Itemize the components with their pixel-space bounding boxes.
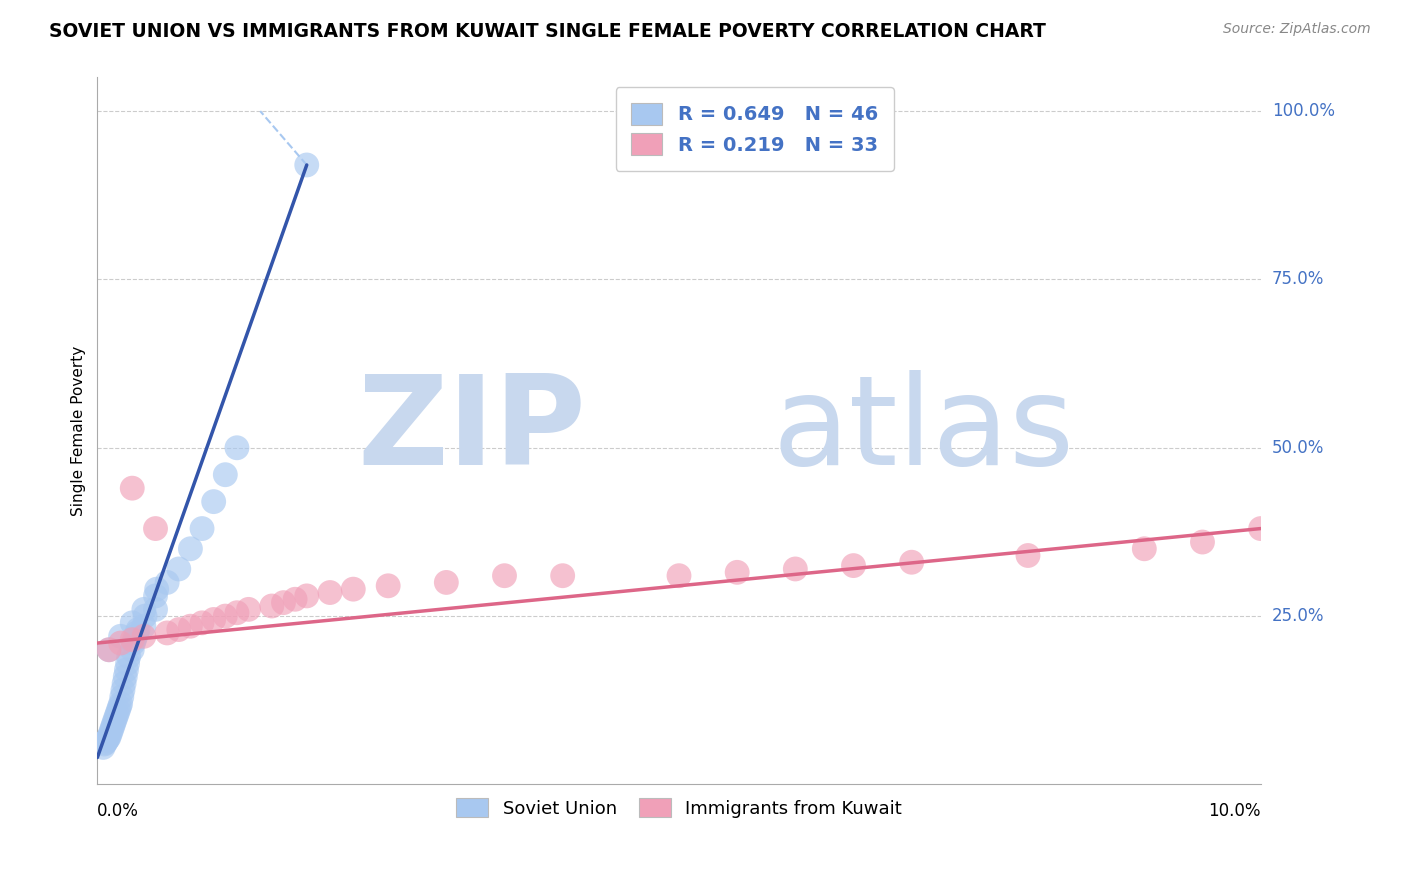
Point [91,740,114,755]
Point [145,582,167,596]
Point [725,566,748,580]
Point [98,731,121,745]
Point [167,623,190,637]
Text: atlas: atlas [772,370,1074,491]
Text: 0.0%: 0.0% [97,802,139,820]
Point [342,582,364,596]
Point [110,636,132,650]
Point [202,612,225,626]
Point [785,562,807,576]
Text: SOVIET UNION VS IMMIGRANTS FROM KUWAIT SINGLE FEMALE POVERTY CORRELATION CHART: SOVIET UNION VS IMMIGRANTS FROM KUWAIT S… [49,22,1046,41]
Point [132,619,155,633]
Point [104,714,127,728]
Point [125,626,148,640]
Point [96,733,118,747]
Point [134,609,156,624]
Point [179,619,201,633]
Point [319,585,342,599]
Point [191,615,214,630]
Point [107,703,129,717]
Point [117,657,139,671]
Text: 10.0%: 10.0% [1208,802,1261,820]
Point [668,568,690,582]
Point [1250,522,1272,536]
Point [1017,549,1039,563]
Point [295,158,318,172]
Point [105,706,128,721]
Point [122,636,145,650]
Point [121,481,143,495]
Point [179,541,201,556]
Point [494,568,516,582]
Point [114,670,136,684]
Point [103,716,125,731]
Point [145,602,167,616]
Point [284,592,307,607]
Point [156,575,179,590]
Text: Source: ZipAtlas.com: Source: ZipAtlas.com [1223,22,1371,37]
Point [145,589,167,603]
Point [1191,535,1213,549]
Point [125,629,148,643]
Text: 75.0%: 75.0% [1272,270,1324,288]
Point [842,558,865,573]
Point [900,555,922,569]
Point [97,731,120,746]
Text: 25.0%: 25.0% [1272,607,1324,625]
Point [238,602,260,616]
Point [214,609,236,624]
Point [273,596,295,610]
Text: ZIP: ZIP [357,370,586,491]
Point [226,606,249,620]
Point [202,494,225,508]
Point [111,683,134,698]
Point [124,632,146,647]
Point [377,579,399,593]
Point [226,441,249,455]
Point [132,629,155,643]
Point [1133,541,1156,556]
Point [98,727,121,741]
Point [111,690,134,704]
Point [112,676,135,690]
Point [100,723,122,738]
Point [121,632,143,647]
Point [104,710,127,724]
Point [93,737,115,751]
Point [434,575,457,590]
Point [145,522,167,536]
Point [115,663,138,677]
Point [101,720,124,734]
Point [260,599,283,613]
Point [98,642,121,657]
Point [94,736,117,750]
Point [191,522,214,536]
Point [551,568,574,582]
Y-axis label: Single Female Poverty: Single Female Poverty [72,346,86,516]
Point [167,562,190,576]
Point [110,629,132,643]
Point [214,467,236,482]
Point [118,649,141,664]
Point [156,626,179,640]
Text: 50.0%: 50.0% [1272,439,1324,457]
Point [132,602,155,616]
Legend: Soviet Union, Immigrants from Kuwait: Soviet Union, Immigrants from Kuwait [449,790,910,825]
Text: 100.0%: 100.0% [1272,102,1334,120]
Point [121,615,143,630]
Point [121,642,143,657]
Point [108,700,131,714]
Point [295,589,318,603]
Point [110,697,132,711]
Point [127,623,149,637]
Point [98,642,121,657]
